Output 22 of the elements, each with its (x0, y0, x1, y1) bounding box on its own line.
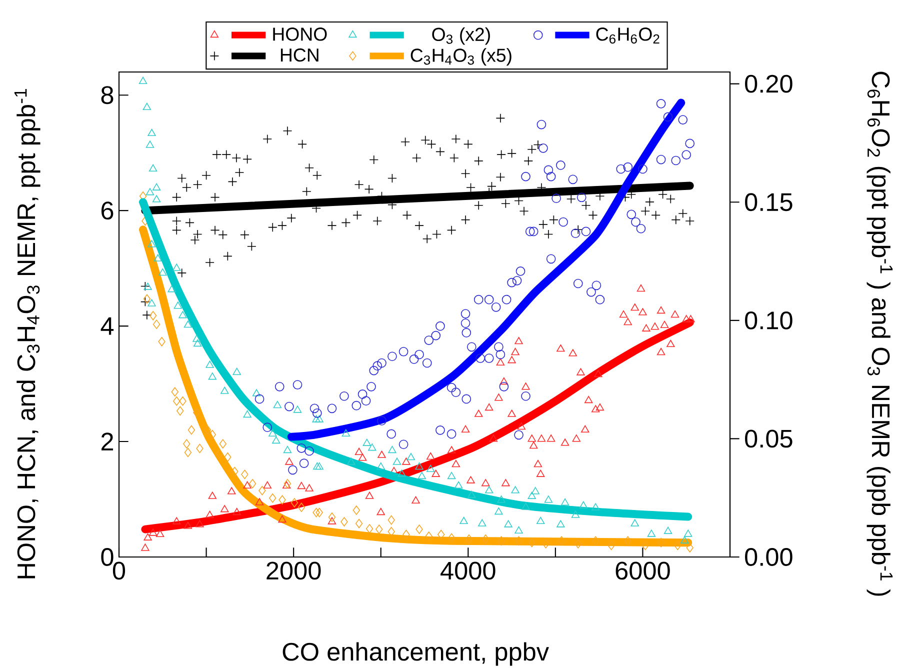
y-axis-title: HONO, HCN, and C$_{3}$H$_{4}$O$_{3}$ NEMR, ppt ppb$^{-1}$ (14, 88, 40, 578)
y2-tick-label: 0.05 (745, 430, 792, 448)
legend-label: C$_{6}$H$_{6}$O$_{2}$ (596, 28, 660, 44)
legend-label: O$_{3}$ (x2) (432, 27, 490, 45)
x-tick-label: 0 (112, 562, 126, 580)
y-tick-label: 8 (101, 86, 114, 104)
legend-label: C$_{3}$H$_{4}$O$_{3}$ (x5) (410, 48, 512, 66)
y2-tick-label: 0.20 (745, 74, 792, 93)
y2-tick-label: 0.15 (745, 193, 792, 212)
x-tick-label: 2000 (266, 562, 321, 580)
x-tick-label: 6000 (616, 562, 670, 580)
y2-tick-label: 0.10 (745, 311, 792, 330)
legend-label: HONO (273, 28, 327, 41)
y-tick-label: 4 (100, 317, 114, 335)
y2-tick-label: 0.00 (745, 548, 792, 566)
text: C$_{6}$H$_{6}$O$_{2}$ (ppt ppb$^{-1}$ ) and O$_{3}$ NEMR (ppb ppb$^{-1}$ ) (866, 72, 893, 596)
y-tick-label: 2 (101, 432, 114, 450)
y-tick-label: 6 (101, 202, 114, 220)
x-axis-title: CO enhancement, ppbv (282, 642, 549, 666)
y-tick-label: 0 (101, 548, 114, 566)
x-tick-label: 4000 (440, 562, 496, 580)
legend-label: HCN (280, 48, 318, 62)
